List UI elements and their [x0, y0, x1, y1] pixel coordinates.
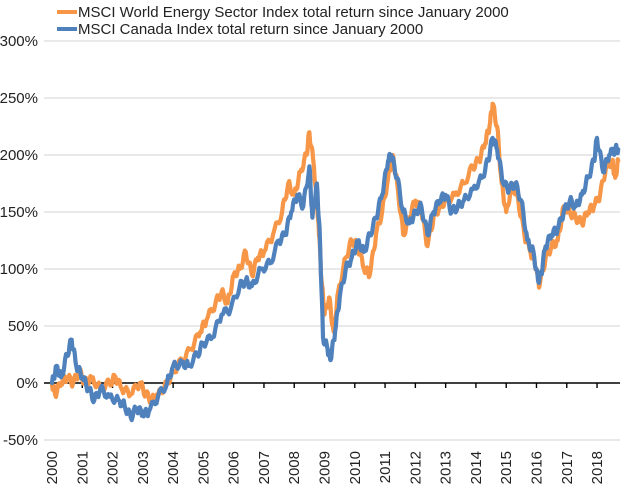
y-tick-label: 50%	[8, 318, 38, 335]
x-tick-label: 2003	[135, 451, 152, 484]
x-tick-label: 2001	[74, 451, 91, 484]
x-tick-label: 2005	[195, 451, 212, 484]
x-tick-label: 2004	[165, 451, 182, 484]
x-tick-label: 2000	[44, 451, 61, 484]
legend-label: MSCI World Energy Sector Index total ret…	[78, 4, 509, 21]
x-tick-label: 2017	[559, 451, 576, 484]
gridlines	[44, 40, 620, 441]
y-tick-label: 250%	[0, 90, 38, 107]
x-tick-label: 2012	[407, 451, 424, 484]
y-tick-label: 150%	[0, 204, 38, 221]
legend-label: MSCI Canada Index total return since Jan…	[78, 21, 423, 38]
x-tick-label: 2010	[347, 451, 364, 484]
legend: MSCI World Energy Sector Index total ret…	[57, 4, 509, 38]
x-tick-label: 2011	[377, 451, 394, 483]
y-tick-label: 200%	[0, 147, 38, 164]
x-tick-label: 2006	[226, 451, 243, 484]
y-tick-label: 300%	[0, 33, 38, 50]
x-tick-label: 2016	[528, 451, 545, 484]
x-tick-label: 2007	[256, 451, 273, 484]
x-tick-label: 2014	[468, 451, 485, 484]
series-lines	[49, 101, 621, 423]
x-tick-label: 2008	[286, 451, 303, 484]
series-line-canada	[49, 135, 621, 423]
zero-axis	[44, 382, 620, 388]
x-tick-label: 2013	[438, 451, 455, 484]
x-tick-label: 2018	[589, 451, 606, 484]
y-axis-labels: -50% 0% 50% 100% 150% 200% 250% 300%	[0, 33, 38, 449]
x-tick-label: 2002	[105, 451, 122, 484]
y-tick-label: 0%	[16, 375, 38, 392]
y-tick-label: -50%	[3, 432, 38, 449]
y-tick-label: 100%	[0, 261, 38, 278]
x-tick-label: 2015	[498, 451, 515, 484]
x-tick-label: 2009	[317, 451, 334, 484]
x-axis-labels: 2000 2001 2002 2003 2004 2005 2006 2007 2008 2009…	[44, 451, 606, 484]
